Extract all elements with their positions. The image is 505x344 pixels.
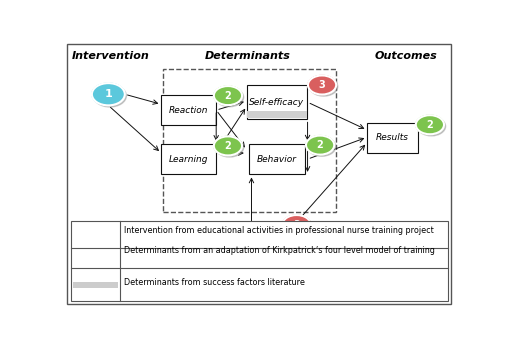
Text: 2: 2 (316, 140, 323, 150)
Circle shape (417, 117, 445, 136)
FancyBboxPatch shape (73, 282, 118, 288)
Circle shape (309, 77, 337, 96)
Circle shape (82, 274, 107, 291)
Circle shape (283, 217, 312, 236)
Text: Determinants: Determinants (204, 51, 290, 61)
Text: Determinants from success factors literature: Determinants from success factors litera… (124, 278, 305, 287)
Circle shape (214, 136, 241, 155)
Circle shape (83, 224, 109, 241)
Text: Learning: Learning (169, 155, 208, 164)
Text: 2: 2 (224, 90, 231, 100)
Text: Support: Support (233, 238, 269, 247)
FancyBboxPatch shape (367, 123, 417, 153)
Text: Intervention: Intervention (71, 51, 149, 61)
Text: 3: 3 (91, 277, 98, 287)
FancyBboxPatch shape (161, 144, 216, 174)
Circle shape (307, 137, 335, 156)
Text: 2: 2 (224, 141, 231, 151)
Text: 3: 3 (318, 80, 325, 90)
Circle shape (308, 75, 335, 95)
Text: Reaction: Reaction (169, 106, 208, 115)
FancyBboxPatch shape (246, 111, 307, 118)
Text: Intervention from educational activities in professional nurse training project: Intervention from educational activities… (124, 226, 433, 235)
Text: Self-efficacy: Self-efficacy (249, 98, 304, 107)
Text: Organizational: Organizational (218, 230, 284, 239)
FancyBboxPatch shape (161, 95, 216, 125)
Circle shape (93, 85, 126, 107)
Circle shape (82, 222, 107, 239)
Text: Determinants from an adaptation of Kirkpatrick’s four level model of training: Determinants from an adaptation of Kirkp… (124, 246, 434, 255)
Circle shape (215, 138, 243, 157)
Text: 3: 3 (292, 219, 299, 229)
Text: Outcomes: Outcomes (374, 51, 437, 61)
Circle shape (306, 136, 334, 155)
FancyBboxPatch shape (221, 225, 281, 252)
Circle shape (415, 115, 443, 134)
Circle shape (215, 88, 243, 107)
Circle shape (83, 276, 109, 292)
Circle shape (92, 83, 125, 105)
FancyBboxPatch shape (248, 144, 305, 174)
Circle shape (214, 86, 241, 105)
FancyBboxPatch shape (221, 245, 281, 251)
Text: Behavior: Behavior (257, 155, 296, 164)
FancyBboxPatch shape (246, 85, 307, 119)
Circle shape (282, 215, 310, 234)
Text: 2: 2 (426, 120, 432, 130)
Text: 1: 1 (91, 226, 98, 236)
FancyBboxPatch shape (71, 222, 447, 301)
Text: Results: Results (375, 133, 409, 142)
Text: 1: 1 (104, 89, 112, 99)
